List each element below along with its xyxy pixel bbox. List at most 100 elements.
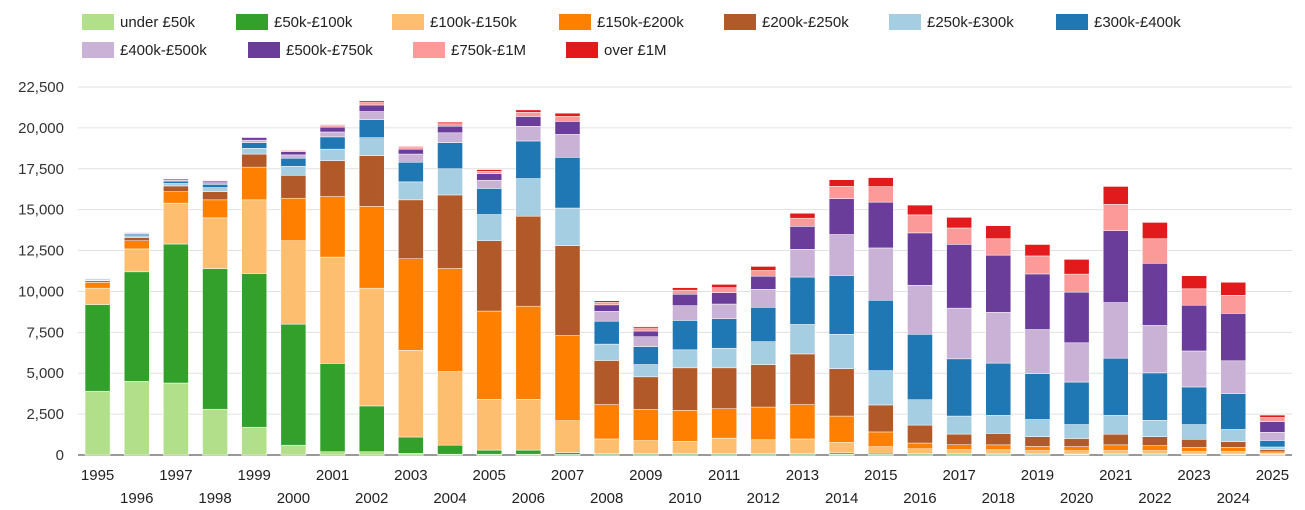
legend-item[interactable]: £200k-£250k: [724, 12, 849, 32]
bar-segment[interactable]: [672, 287, 698, 291]
bar-segment[interactable]: [1181, 451, 1207, 455]
bar-segment[interactable]: [711, 408, 737, 439]
bar-segment[interactable]: [1181, 304, 1207, 352]
bar-segment[interactable]: [828, 334, 855, 369]
bar-segment[interactable]: [241, 426, 268, 456]
bar-segment[interactable]: [1142, 450, 1168, 455]
bar-segment[interactable]: [123, 381, 150, 456]
bar-segment[interactable]: [789, 276, 816, 325]
bar-segment[interactable]: [985, 449, 1012, 455]
bar-segment[interactable]: [711, 303, 737, 320]
bar-segment[interactable]: [476, 240, 502, 312]
bar-segment[interactable]: [358, 206, 385, 289]
bar-segment[interactable]: [907, 232, 933, 286]
legend-item[interactable]: £50k-£100k: [236, 12, 352, 32]
bar-segment[interactable]: [1142, 238, 1168, 264]
bar-segment[interactable]: [1024, 244, 1051, 257]
bar-segment[interactable]: [750, 439, 777, 454]
bar-segment[interactable]: [1024, 273, 1051, 330]
bar-segment[interactable]: [985, 415, 1012, 434]
bar-segment[interactable]: [750, 406, 777, 441]
bar-segment[interactable]: [1063, 381, 1090, 425]
bar-segment[interactable]: [241, 199, 268, 274]
bar-segment[interactable]: [789, 249, 816, 278]
bar-segment[interactable]: [84, 304, 111, 392]
bar-segment[interactable]: [1024, 373, 1051, 420]
bar-segment[interactable]: [711, 437, 737, 454]
bar-segment[interactable]: [280, 323, 307, 446]
bar-segment[interactable]: [1142, 263, 1168, 326]
bar-segment[interactable]: [672, 305, 698, 321]
bar-segment[interactable]: [1142, 445, 1168, 451]
bar-segment[interactable]: [750, 289, 777, 308]
bar-segment[interactable]: [515, 305, 542, 400]
bar-segment[interactable]: [672, 320, 698, 351]
bar-segment[interactable]: [202, 184, 228, 188]
bar-segment[interactable]: [633, 409, 659, 441]
bar-segment[interactable]: [476, 449, 502, 455]
bar-segment[interactable]: [476, 188, 502, 215]
bar-segment[interactable]: [358, 405, 385, 452]
bar-segment[interactable]: [437, 123, 463, 127]
bar-segment[interactable]: [163, 243, 189, 384]
bar-segment[interactable]: [1063, 450, 1090, 455]
bar-segment[interactable]: [319, 160, 346, 197]
bar-segment[interactable]: [358, 451, 385, 456]
bar-segment[interactable]: [398, 258, 424, 351]
bar-segment[interactable]: [868, 177, 894, 187]
bar-segment[interactable]: [1142, 325, 1168, 374]
bar-segment[interactable]: [1063, 424, 1090, 439]
bar-segment[interactable]: [593, 360, 620, 405]
bar-segment[interactable]: [123, 237, 150, 241]
bar-segment[interactable]: [1142, 436, 1168, 446]
bar-segment[interactable]: [163, 191, 189, 204]
bar-segment[interactable]: [946, 415, 972, 435]
bar-segment[interactable]: [476, 214, 502, 241]
bar-segment[interactable]: [515, 140, 542, 179]
bar-segment[interactable]: [907, 204, 933, 216]
bar-segment[interactable]: [828, 198, 855, 235]
bar-segment[interactable]: [554, 245, 581, 336]
bar-segment[interactable]: [985, 254, 1012, 313]
bar-segment[interactable]: [985, 433, 1012, 446]
bar-segment[interactable]: [437, 444, 463, 455]
bar-segment[interactable]: [1259, 449, 1286, 453]
bar-segment[interactable]: [1220, 447, 1247, 452]
bar-segment[interactable]: [1259, 446, 1286, 451]
bar-segment[interactable]: [554, 121, 581, 135]
bar-segment[interactable]: [476, 170, 502, 174]
bar-segment[interactable]: [280, 154, 307, 159]
bar-segment[interactable]: [1024, 255, 1051, 275]
bar-segment[interactable]: [828, 179, 855, 187]
bar-segment[interactable]: [202, 191, 228, 201]
bar-segment[interactable]: [202, 187, 228, 192]
bar-segment[interactable]: [202, 217, 228, 269]
bar-segment[interactable]: [437, 126, 463, 134]
bar-segment[interactable]: [868, 431, 894, 447]
bar-segment[interactable]: [593, 311, 620, 322]
bar-segment[interactable]: [750, 341, 777, 365]
bar-segment[interactable]: [84, 287, 111, 305]
bar-segment[interactable]: [1142, 420, 1168, 437]
bar-segment[interactable]: [789, 324, 816, 355]
bar-segment[interactable]: [593, 438, 620, 454]
bar-segment[interactable]: [868, 247, 894, 301]
bar-segment[interactable]: [1102, 444, 1129, 451]
bar-segment[interactable]: [633, 346, 659, 365]
bar-segment[interactable]: [711, 318, 737, 349]
bar-segment[interactable]: [202, 199, 228, 219]
legend-item[interactable]: £250k-£300k: [889, 12, 1014, 32]
bar-segment[interactable]: [1220, 393, 1247, 430]
bar-segment[interactable]: [280, 151, 307, 156]
bar-segment[interactable]: [1259, 417, 1286, 422]
bar-segment[interactable]: [789, 217, 816, 227]
bar-segment[interactable]: [789, 213, 816, 219]
bar-segment[interactable]: [868, 446, 894, 454]
bar-segment[interactable]: [398, 181, 424, 201]
bar-segment[interactable]: [515, 399, 542, 451]
bar-segment[interactable]: [750, 275, 777, 290]
bar-segment[interactable]: [672, 349, 698, 369]
bar-segment[interactable]: [123, 248, 150, 273]
bar-segment[interactable]: [1063, 446, 1090, 452]
bar-segment[interactable]: [554, 116, 581, 122]
